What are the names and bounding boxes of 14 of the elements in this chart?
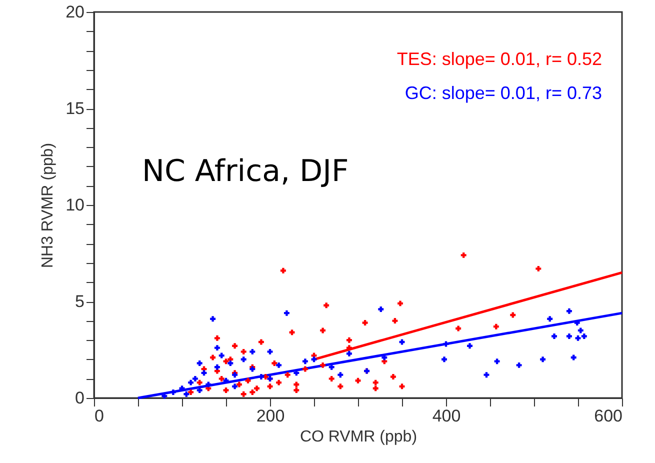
y-tick-label: 20 — [66, 2, 84, 22]
text: GC: slope= 0.01, r= 0.73 — [404, 83, 602, 103]
text: TES: slope= 0.01, r= 0.52 — [396, 49, 602, 69]
y-axis-title: NH3 RVMR (ppb) — [40, 142, 57, 268]
x-axis-title: CO RVMR (ppb) — [300, 428, 418, 446]
x-tick-label: 0 — [94, 406, 104, 426]
y-tick-label: 0 — [75, 388, 84, 408]
y-tick-label: 10 — [66, 196, 84, 214]
annotation: NC Africa, DJF — [142, 154, 349, 189]
x-tick-label: 200 — [256, 406, 285, 426]
y-tick-label: 5 — [75, 292, 84, 311]
x-tick-label: 400 — [432, 406, 461, 426]
y-tick-label: 15 — [66, 99, 84, 118]
x-tick-label: 600 — [594, 406, 622, 426]
